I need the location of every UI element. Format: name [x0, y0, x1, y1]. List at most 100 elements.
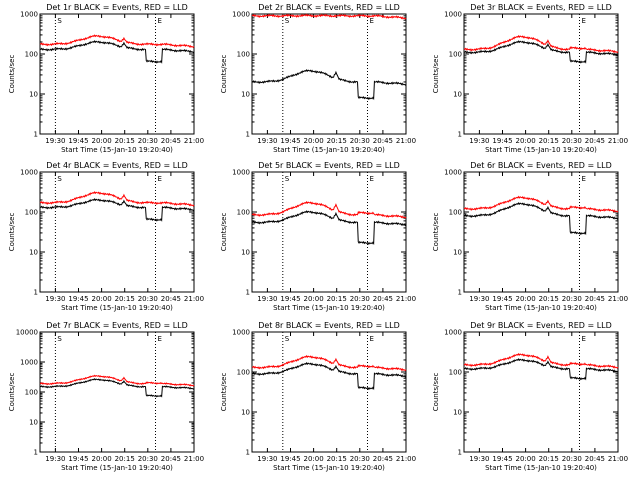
x-tick-label: 19:45: [68, 295, 88, 303]
panel-det-6: Det 6r BLACK = Events, RED = LLD 1 10 100 10…: [432, 161, 628, 312]
x-tick-label: 19:30: [45, 295, 65, 303]
time-marker-label: S: [285, 17, 290, 25]
x-tick-label: 21:00: [184, 295, 204, 303]
x-tick-label: 21:00: [184, 137, 204, 145]
x-tick-label: 20:30: [562, 295, 582, 303]
x-axis-label: Start Time (15-Jan-10 19:20:40): [61, 464, 173, 472]
series-line-lld: [251, 354, 407, 372]
x-tick-label: 19:30: [469, 455, 489, 463]
plot-frame: [463, 331, 619, 453]
y-axis-label: Counts/sec: [432, 55, 440, 94]
x-tick-label: 20:00: [304, 455, 324, 463]
x-tick-label: 20:00: [516, 137, 536, 145]
y-tick-label: 100: [25, 209, 38, 217]
x-tick-label: 19:45: [280, 137, 300, 145]
time-marker-label: S: [285, 175, 290, 183]
y-tick-label: 1: [458, 131, 462, 139]
panel-title: Det 4r BLACK = Events, RED = LLD: [46, 161, 188, 170]
y-tick-label: 100: [449, 51, 462, 59]
y-tick-label: 10: [29, 249, 38, 257]
time-marker-label: E: [370, 17, 374, 25]
x-axis-label: Start Time (15-Jan-10 19:20:40): [61, 304, 173, 312]
x-tick-label: 20:45: [373, 455, 393, 463]
x-tick-label: 20:45: [373, 295, 393, 303]
x-tick-label: 20:30: [138, 455, 158, 463]
y-tick-label: 1000: [232, 329, 250, 337]
x-tick-label: 20:00: [92, 295, 112, 303]
x-tick-label: 20:45: [161, 455, 181, 463]
y-tick-label: 1000: [444, 169, 462, 177]
series-line-events: [463, 358, 619, 381]
y-tick-label: 1000: [20, 169, 38, 177]
series-line-lld: [39, 191, 195, 207]
y-tick-label: 100: [25, 389, 38, 397]
series-line-events: [463, 40, 619, 64]
plot-frame: [39, 331, 195, 453]
panel-title: Det 9r BLACK = Events, RED = LLD: [470, 321, 612, 330]
x-tick-label: 19:45: [492, 295, 512, 303]
x-tick-label: 20:00: [92, 137, 112, 145]
y-tick-label: 10: [453, 249, 462, 257]
y-tick-label: 1: [34, 449, 38, 457]
plot-frame: [463, 171, 619, 293]
time-marker-label: S: [57, 17, 62, 25]
x-tick-label: 21:00: [608, 295, 628, 303]
x-tick-label: 19:30: [257, 455, 277, 463]
x-tick-label: 19:45: [68, 137, 88, 145]
x-tick-label: 21:00: [396, 455, 416, 463]
panel-title: Det 3r BLACK = Events, RED = LLD: [470, 3, 612, 12]
x-tick-label: 20:45: [161, 137, 181, 145]
panel-det-2: Det 2r BLACK = Events, RED = LLD 1 10 100 10…: [220, 3, 416, 154]
x-tick-label: 21:00: [184, 455, 204, 463]
x-tick-label: 20:45: [585, 295, 605, 303]
plot-frame: [39, 13, 195, 135]
series-line-lld: [39, 374, 195, 387]
plot-frame: [463, 13, 619, 135]
x-tick-label: 20:30: [350, 295, 370, 303]
x-tick-label: 20:00: [92, 455, 112, 463]
x-tick-label: 20:30: [138, 295, 158, 303]
y-axis-label: Counts/sec: [8, 373, 16, 412]
x-axis-label: Start Time (15-Jan-10 19:20:40): [61, 146, 173, 154]
panel-det-4: Det 4r BLACK = Events, RED = LLD 1 10 100 10…: [8, 161, 204, 312]
y-tick-label: 1: [246, 131, 250, 139]
plot-frame: [251, 13, 407, 135]
series-line-events: [39, 40, 195, 64]
time-marker-label: E: [582, 335, 586, 343]
time-marker-label: E: [158, 335, 162, 343]
x-tick-label: 20:15: [115, 295, 135, 303]
x-tick-label: 21:00: [608, 137, 628, 145]
y-tick-label: 1: [34, 289, 38, 297]
y-tick-label: 1: [458, 289, 462, 297]
y-tick-label: 100: [449, 369, 462, 377]
y-tick-label: 10: [241, 91, 250, 99]
x-tick-label: 20:30: [350, 455, 370, 463]
x-tick-label: 20:30: [350, 137, 370, 145]
x-tick-label: 20:45: [373, 137, 393, 145]
x-tick-label: 20:00: [516, 455, 536, 463]
series-line-events: [251, 210, 407, 246]
y-tick-label: 10: [29, 419, 38, 427]
x-tick-label: 20:15: [327, 295, 347, 303]
panel-det-1: Det 1r BLACK = Events, RED = LLD 1 10 100 10…: [8, 3, 204, 154]
time-marker-label: E: [582, 175, 586, 183]
x-tick-label: 21:00: [396, 137, 416, 145]
y-tick-label: 1000: [232, 169, 250, 177]
series-line-lld: [251, 200, 407, 219]
series-line-events: [251, 68, 407, 101]
panel-det-8: Det 8r BLACK = Events, RED = LLD 1 10 100 10…: [220, 321, 416, 472]
x-tick-label: 19:45: [492, 455, 512, 463]
y-axis-label: Counts/sec: [432, 373, 440, 412]
y-axis-label: Counts/sec: [8, 55, 16, 94]
y-axis-label: Counts/sec: [220, 213, 228, 252]
x-tick-label: 19:30: [257, 295, 277, 303]
y-tick-label: 10: [241, 249, 250, 257]
x-tick-label: 20:00: [516, 295, 536, 303]
x-tick-label: 20:15: [539, 295, 559, 303]
y-axis-label: Counts/sec: [8, 213, 16, 252]
time-marker-label: E: [158, 17, 162, 25]
x-tick-label: 20:00: [304, 295, 324, 303]
y-tick-label: 10: [453, 91, 462, 99]
x-tick-label: 21:00: [396, 295, 416, 303]
